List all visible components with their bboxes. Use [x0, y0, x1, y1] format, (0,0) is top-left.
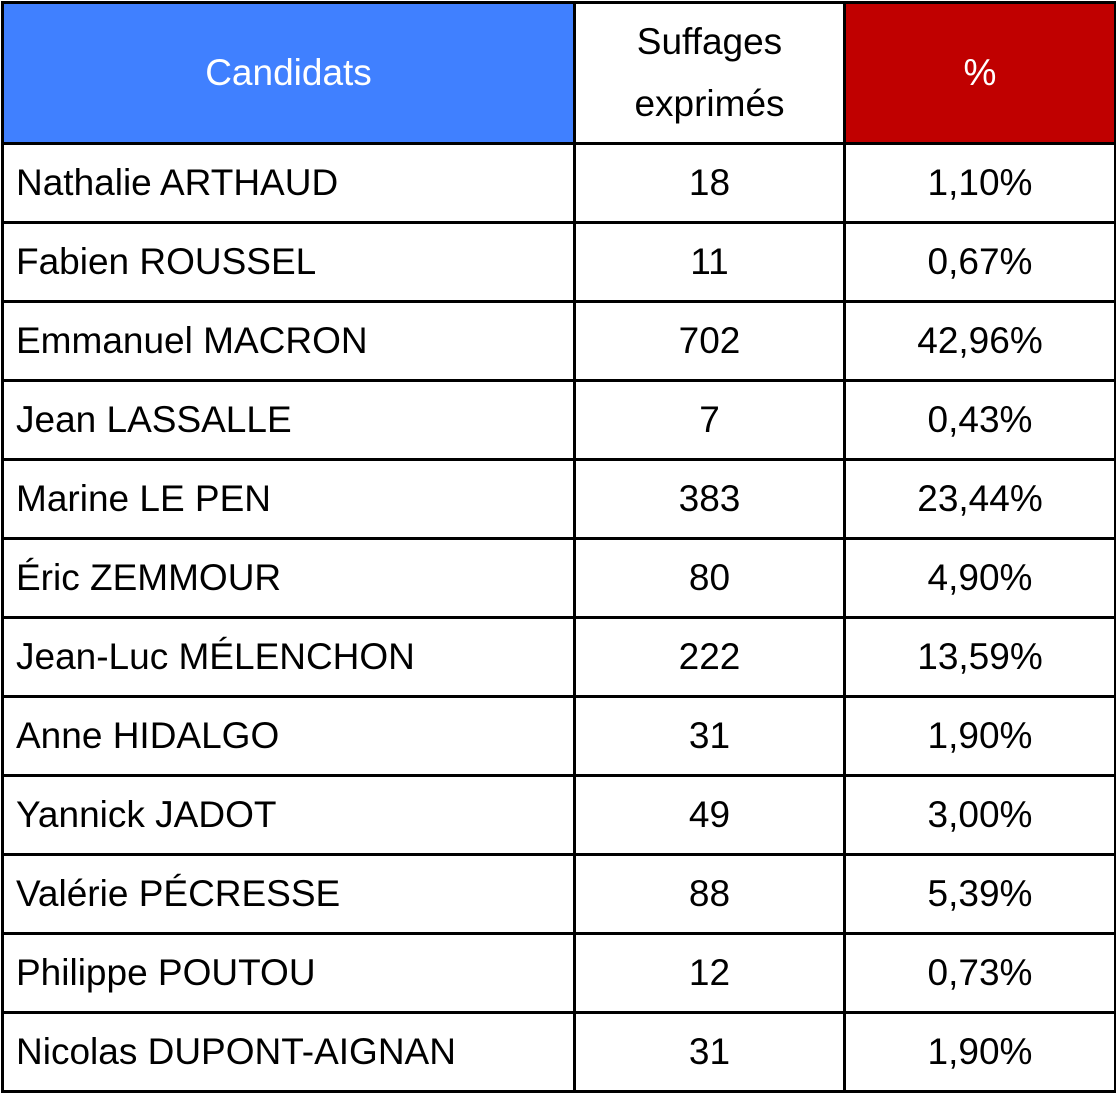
- vote-count: 7: [573, 379, 846, 461]
- vote-percent: 1,10%: [843, 142, 1116, 224]
- table-header: Candidats Suffages exprimés%: [1, 1, 1116, 145]
- vote-count: 12: [573, 932, 846, 1014]
- vote-percent: 5,39%: [843, 853, 1116, 935]
- table-row: Fabien ROUSSEL 11 0,67%: [1, 221, 1116, 303]
- vote-count: 80: [573, 537, 846, 619]
- candidate-name: Jean LASSALLE: [1, 379, 576, 461]
- candidate-name: Marine LE PEN: [1, 458, 576, 540]
- vote-count: 49: [573, 774, 846, 856]
- vote-percent: 3,00%: [843, 774, 1116, 856]
- candidate-name: Nathalie ARTHAUD: [1, 142, 576, 224]
- vote-percent: 23,44%: [843, 458, 1116, 540]
- vote-percent: 13,59%: [843, 616, 1116, 698]
- candidate-name: Philippe POUTOU: [1, 932, 576, 1014]
- table-row: Jean-Luc MÉLENCHON 222 13,59%: [1, 616, 1116, 698]
- table-row: Anne HIDALGO 31 1,90%: [1, 695, 1116, 777]
- vote-percent: 0,67%: [843, 221, 1116, 303]
- candidate-name: Valérie PÉCRESSE: [1, 853, 576, 935]
- vote-count: 31: [573, 695, 846, 777]
- table-row: Philippe POUTOU 12 0,73%: [1, 932, 1116, 1014]
- vote-count: 31: [573, 1011, 846, 1093]
- vote-count: 11: [573, 221, 846, 303]
- vote-count: 702: [573, 300, 846, 382]
- header-cell: Suffages exprimés: [573, 1, 846, 145]
- candidate-name: Nicolas DUPONT-AIGNAN: [1, 1011, 576, 1093]
- vote-count: 222: [573, 616, 846, 698]
- table-row: Emmanuel MACRON 702 42,96%: [1, 300, 1116, 382]
- header-cell: Candidats: [1, 1, 576, 145]
- candidate-name: Emmanuel MACRON: [1, 300, 576, 382]
- vote-percent: 42,96%: [843, 300, 1116, 382]
- candidate-name: Fabien ROUSSEL: [1, 221, 576, 303]
- vote-percent: 0,43%: [843, 379, 1116, 461]
- table-row: Éric ZEMMOUR 80 4,90%: [1, 537, 1116, 619]
- candidate-name: Anne HIDALGO: [1, 695, 576, 777]
- vote-percent: 1,90%: [843, 695, 1116, 777]
- table-row: Marine LE PEN 383 23,44%: [1, 458, 1116, 540]
- table-row: Nicolas DUPONT-AIGNAN 31 1,90%: [1, 1011, 1116, 1093]
- header-row: Candidats Suffages exprimés%: [1, 1, 1116, 145]
- table-row: Valérie PÉCRESSE 88 5,39%: [1, 853, 1116, 935]
- vote-percent: 4,90%: [843, 537, 1116, 619]
- vote-count: 18: [573, 142, 846, 224]
- candidate-name: Yannick JADOT: [1, 774, 576, 856]
- table-body: Nathalie ARTHAUD 18 1,10% Fabien ROUSSEL 11 0…: [1, 142, 1116, 1093]
- vote-percent: 0,73%: [843, 932, 1116, 1014]
- table-row: Jean LASSALLE 7 0,43%: [1, 379, 1116, 461]
- vote-count: 383: [573, 458, 846, 540]
- table-row: Nathalie ARTHAUD 18 1,10%: [1, 142, 1116, 224]
- vote-count: 88: [573, 853, 846, 935]
- table-row: Yannick JADOT 49 3,00%: [1, 774, 1116, 856]
- candidate-name: Éric ZEMMOUR: [1, 537, 576, 619]
- vote-percent: 1,90%: [843, 1011, 1116, 1093]
- candidate-name: Jean-Luc MÉLENCHON: [1, 616, 576, 698]
- header-cell: %: [843, 1, 1116, 145]
